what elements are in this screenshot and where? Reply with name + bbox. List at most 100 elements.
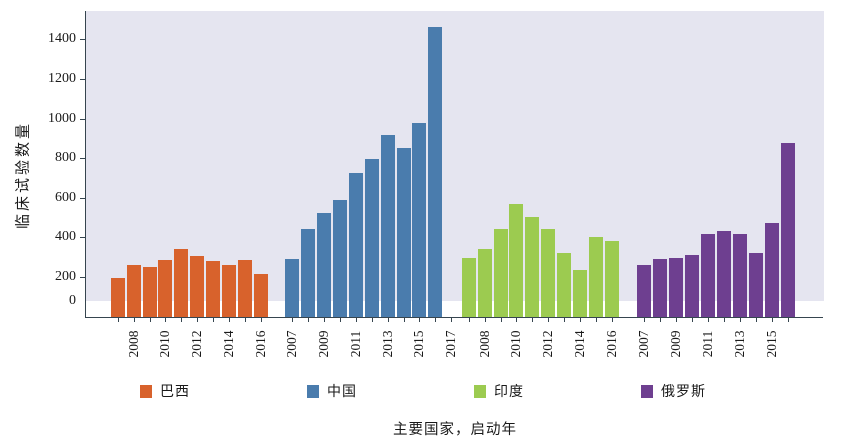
x-tick-label: 2012 — [540, 330, 556, 358]
x-tick-label: 2016 — [604, 330, 620, 358]
legend-item-中国: 中国 — [307, 381, 357, 401]
bar-印度-2009 — [493, 229, 508, 317]
y-tick-label: 200 — [55, 269, 76, 284]
x-tick-mark — [117, 318, 119, 322]
y-axis-line — [85, 11, 86, 318]
x-tick-mark — [339, 318, 341, 322]
x-tick-mark — [532, 318, 534, 322]
x-tick-label: 2010 — [157, 330, 173, 358]
bar-俄罗斯-2013 — [732, 234, 747, 317]
y-tick-label: 0 — [69, 293, 76, 308]
bar-中国-2014 — [396, 148, 411, 317]
x-tick-mark — [245, 318, 247, 322]
x-tick-mark — [419, 318, 421, 322]
x-tick-label: 2016 — [253, 330, 269, 358]
bar-巴西-2016 — [254, 274, 269, 317]
bar-印度-2011 — [525, 216, 540, 317]
y-tick-label: 800 — [55, 150, 76, 166]
x-tick-mark — [181, 318, 183, 322]
x-tick-mark — [612, 318, 614, 322]
x-tick-mark — [516, 318, 518, 322]
x-tick-mark — [708, 318, 710, 322]
bar-中国-2008 — [300, 229, 315, 317]
x-tick-mark — [692, 318, 694, 322]
bar-中国-2009 — [316, 212, 331, 317]
plot-panel — [86, 11, 824, 301]
x-tick-mark — [644, 318, 646, 322]
x-tick-mark — [755, 318, 757, 322]
bar-印度-2008 — [477, 249, 492, 317]
legend-label: 中国 — [327, 385, 357, 400]
legend: 巴西 中国 印度 俄罗斯 — [140, 381, 706, 401]
bar-巴西-2012 — [190, 256, 205, 317]
x-tick-label: 2017 — [443, 330, 459, 358]
legend-item-印度: 印度 — [474, 381, 524, 401]
x-tick-mark — [580, 318, 582, 322]
x-tick-label: 2007 — [636, 330, 652, 358]
x-tick-mark — [197, 318, 199, 322]
legend-label: 巴西 — [160, 385, 190, 400]
bar-中国-2011 — [348, 173, 363, 317]
legend-item-俄罗斯: 俄罗斯 — [641, 381, 706, 401]
bar-中国-2015 — [412, 122, 427, 317]
x-tick-mark — [468, 318, 470, 322]
y-tick-mark — [80, 119, 85, 120]
y-tick-label: 1400 — [48, 31, 76, 47]
x-tick-mark — [261, 318, 263, 322]
x-tick-mark — [435, 318, 437, 322]
legend-swatch-icon — [307, 384, 319, 398]
x-tick-mark — [548, 318, 550, 322]
bar-巴西-2014 — [222, 265, 237, 317]
x-tick-mark — [739, 318, 741, 322]
x-tick-label: 2008 — [125, 330, 141, 358]
x-tick-mark — [676, 318, 678, 322]
bar-俄罗斯-2009 — [669, 258, 684, 317]
bar-印度-2013 — [557, 253, 572, 317]
x-tick-mark — [229, 318, 231, 322]
x-tick-label: 2011 — [347, 330, 363, 358]
y-tick-label: 1000 — [48, 110, 76, 126]
y-tick-mark — [80, 237, 85, 238]
bar-印度-2016 — [605, 241, 620, 317]
bar-巴西-2008 — [126, 265, 141, 317]
bar-俄罗斯-2012 — [716, 231, 731, 317]
x-tick-label: 2009 — [315, 330, 331, 358]
x-axis-title: 主要国家，启动年 — [393, 422, 517, 438]
x-tick-label: 2007 — [284, 330, 299, 358]
x-tick-label: 2012 — [189, 330, 205, 358]
bar-印度-2014 — [573, 270, 588, 317]
bar-巴西-2015 — [238, 260, 253, 317]
bar-俄罗斯-2014 — [748, 253, 763, 317]
bar-巴西-2007 — [110, 277, 125, 317]
legend-label: 俄罗斯 — [661, 385, 706, 400]
bar-中国-2007 — [285, 259, 299, 317]
bar-中国-2010 — [332, 199, 347, 317]
x-tick-label: 2008 — [476, 330, 492, 358]
bar-俄罗斯-2010 — [685, 255, 700, 317]
x-tick-mark — [387, 318, 389, 322]
x-tick-label: 2011 — [700, 330, 716, 358]
bar-俄罗斯-2016 — [780, 143, 795, 317]
x-tick-mark — [292, 318, 293, 322]
legend-swatch-icon — [641, 384, 653, 398]
legend-swatch-icon — [474, 384, 486, 398]
bar-巴西-2009 — [142, 267, 157, 317]
bar-俄罗斯-2007 — [637, 265, 652, 317]
x-tick-mark — [723, 318, 725, 322]
bar-巴西-2013 — [206, 261, 221, 317]
bar-巴西-2010 — [158, 260, 173, 317]
x-tick-mark — [403, 318, 405, 322]
bar-中国-2013 — [380, 135, 395, 317]
x-tick-label: 2010 — [508, 330, 524, 358]
bar-中国-2016 — [428, 26, 443, 317]
x-tick-mark — [564, 318, 566, 322]
legend-swatch-icon — [140, 384, 152, 398]
x-tick-label: 2009 — [668, 330, 684, 358]
bar-印度-2015 — [589, 237, 604, 317]
y-tick-label: 1200 — [48, 71, 76, 86]
x-tick-mark — [771, 318, 773, 322]
x-tick-label: 2015 — [411, 330, 427, 358]
x-tick-mark — [451, 318, 453, 322]
y-axis-title: 临床试验数量 — [15, 120, 32, 230]
